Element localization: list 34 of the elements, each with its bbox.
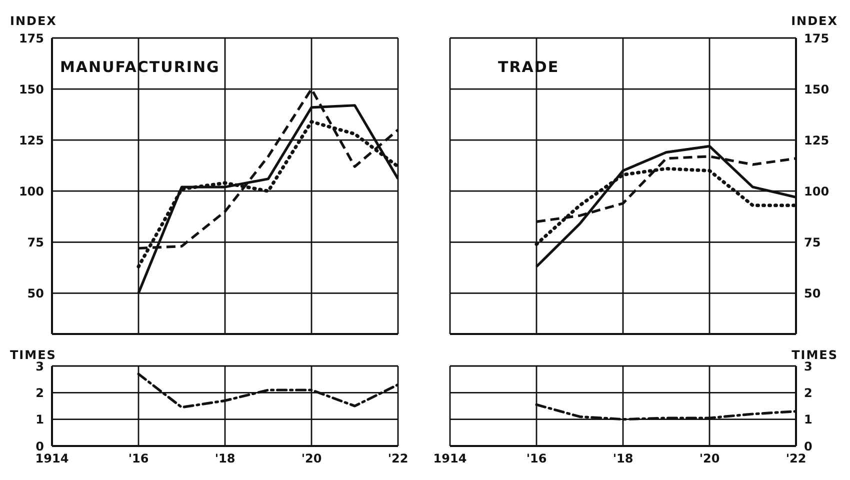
- y-tick-label: 100: [18, 184, 44, 198]
- y-tick-label: 175: [804, 31, 830, 46]
- y-tick-label: 3: [36, 359, 44, 374]
- y-tick-label: 150: [804, 82, 830, 96]
- x-tick-label: '22: [388, 452, 408, 466]
- y-axis-title: TIMES: [792, 348, 838, 362]
- y-tick-label: 1: [804, 412, 812, 427]
- y-tick-label: 100: [804, 184, 830, 198]
- x-tick-label: '20: [301, 452, 322, 466]
- y-tick-label: 175: [18, 31, 44, 46]
- x-tick-label: '22: [786, 452, 806, 466]
- x-tick-label: '18: [214, 452, 236, 466]
- x-tick-label: '16: [526, 452, 547, 466]
- x-tick-label: 1914: [433, 452, 467, 466]
- y-tick-label: 75: [804, 235, 821, 250]
- y-tick-label: 125: [18, 133, 44, 148]
- y-axis-title: INDEX: [791, 14, 838, 28]
- y-tick-label: 2: [804, 386, 812, 400]
- x-tick-label: 1914: [35, 452, 69, 466]
- x-tick-label: '18: [612, 452, 634, 466]
- y-tick-label: 75: [27, 235, 44, 250]
- y-tick-label: 125: [804, 133, 830, 148]
- x-tick-label: '16: [128, 452, 149, 466]
- y-tick-label: 2: [36, 386, 44, 400]
- y-tick-label: 0: [36, 439, 44, 454]
- x-tick-label: '20: [699, 452, 720, 466]
- y-tick-label: 50: [804, 286, 821, 300]
- y-tick-label: 50: [27, 286, 44, 300]
- y-tick-label: 3: [804, 359, 812, 374]
- y-tick-label: 1: [36, 412, 44, 427]
- y-axis-title: INDEX: [10, 14, 57, 28]
- y-tick-label: 0: [804, 439, 812, 454]
- y-tick-label: 150: [18, 82, 44, 96]
- y-axis-title: TIMES: [10, 348, 56, 362]
